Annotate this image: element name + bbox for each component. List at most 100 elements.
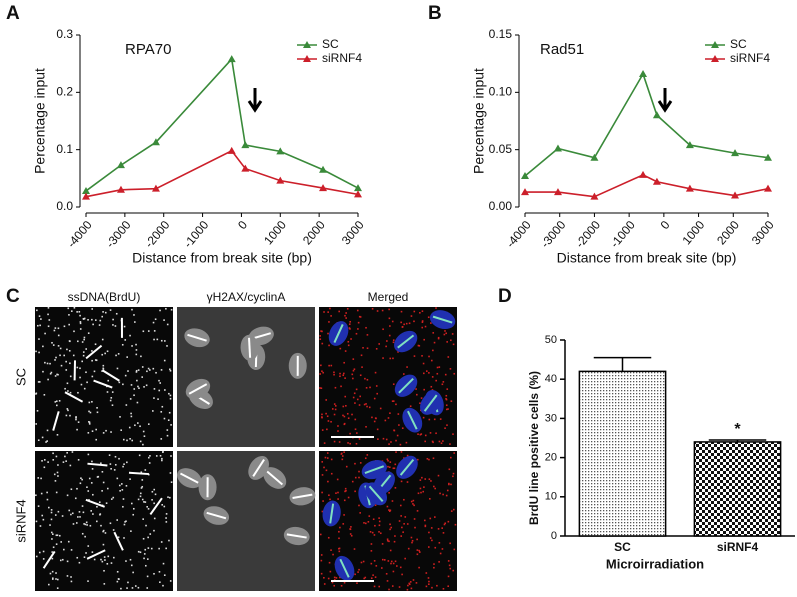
column-header: ssDNA(BrdU) [68,290,141,304]
speck [361,354,363,356]
speck [423,373,425,375]
speck [394,535,396,537]
speck [392,500,394,502]
speck [110,468,112,470]
speck [67,575,69,577]
speck [117,581,119,583]
speck [430,322,432,324]
y-tick-label: 40 [545,373,557,385]
speck [388,589,390,591]
speck [334,403,336,405]
speck [49,524,51,526]
speck [357,399,359,401]
speck [112,319,114,321]
speck [384,559,386,561]
speck [329,499,331,501]
speck [393,429,395,431]
speck [131,440,133,442]
speck [56,456,58,458]
speck [430,386,432,388]
speck [420,479,422,481]
speck [139,455,141,457]
speck [145,525,147,527]
speck [148,423,150,425]
speck [434,488,436,490]
speck [451,510,453,512]
data-point [639,70,647,77]
speck [79,511,81,513]
speck [321,343,323,345]
speck [42,371,44,373]
speck [387,540,389,542]
speck [62,515,64,517]
speck [140,493,142,495]
speck [335,405,337,407]
speck [365,426,367,428]
speck [319,373,321,375]
speck [425,326,427,328]
speck [321,573,323,575]
speck [362,347,364,349]
speck [43,519,45,521]
speck [97,476,99,478]
speck [142,518,144,520]
speck [60,560,62,562]
row-label: siRNF4 [13,499,28,542]
speck [120,429,122,431]
speck [52,571,54,573]
speck [380,532,382,534]
speck [407,585,409,587]
speck [86,522,88,524]
speck [390,461,392,463]
speck [163,563,165,565]
speck [79,367,81,369]
speck [328,420,330,422]
speck [131,565,133,567]
speck [164,389,166,391]
speck [333,585,335,587]
speck [389,358,391,360]
speck [418,345,420,347]
speck [438,561,440,563]
speck [40,318,42,320]
speck [433,457,435,459]
speck [338,548,340,550]
speck [420,433,422,435]
x-tick-label: -3000 [538,218,569,251]
speck [403,499,405,501]
speck [408,548,410,550]
speck [124,524,126,526]
speck [371,417,373,419]
speck [455,524,457,526]
speck [89,423,91,425]
speck [101,490,103,492]
speck [398,424,400,426]
speck [73,331,75,333]
speck [328,321,330,323]
speck [48,307,50,309]
speck [88,432,90,434]
speck [67,561,69,563]
speck [83,318,85,320]
speck [36,310,38,312]
speck [125,520,127,522]
speck [78,421,80,423]
speck [423,486,425,488]
speck [83,339,85,341]
speck [428,583,430,585]
speck [448,356,450,358]
speck [96,521,98,523]
speck [329,308,331,310]
speck [360,374,362,376]
speck [105,430,107,432]
speck [168,540,170,542]
speck [166,345,168,347]
speck [359,396,361,398]
speck [437,373,439,375]
speck [52,533,54,535]
speck [392,321,394,323]
speck [85,348,87,350]
speck [366,387,368,389]
speck [401,451,403,453]
speck [149,455,151,457]
